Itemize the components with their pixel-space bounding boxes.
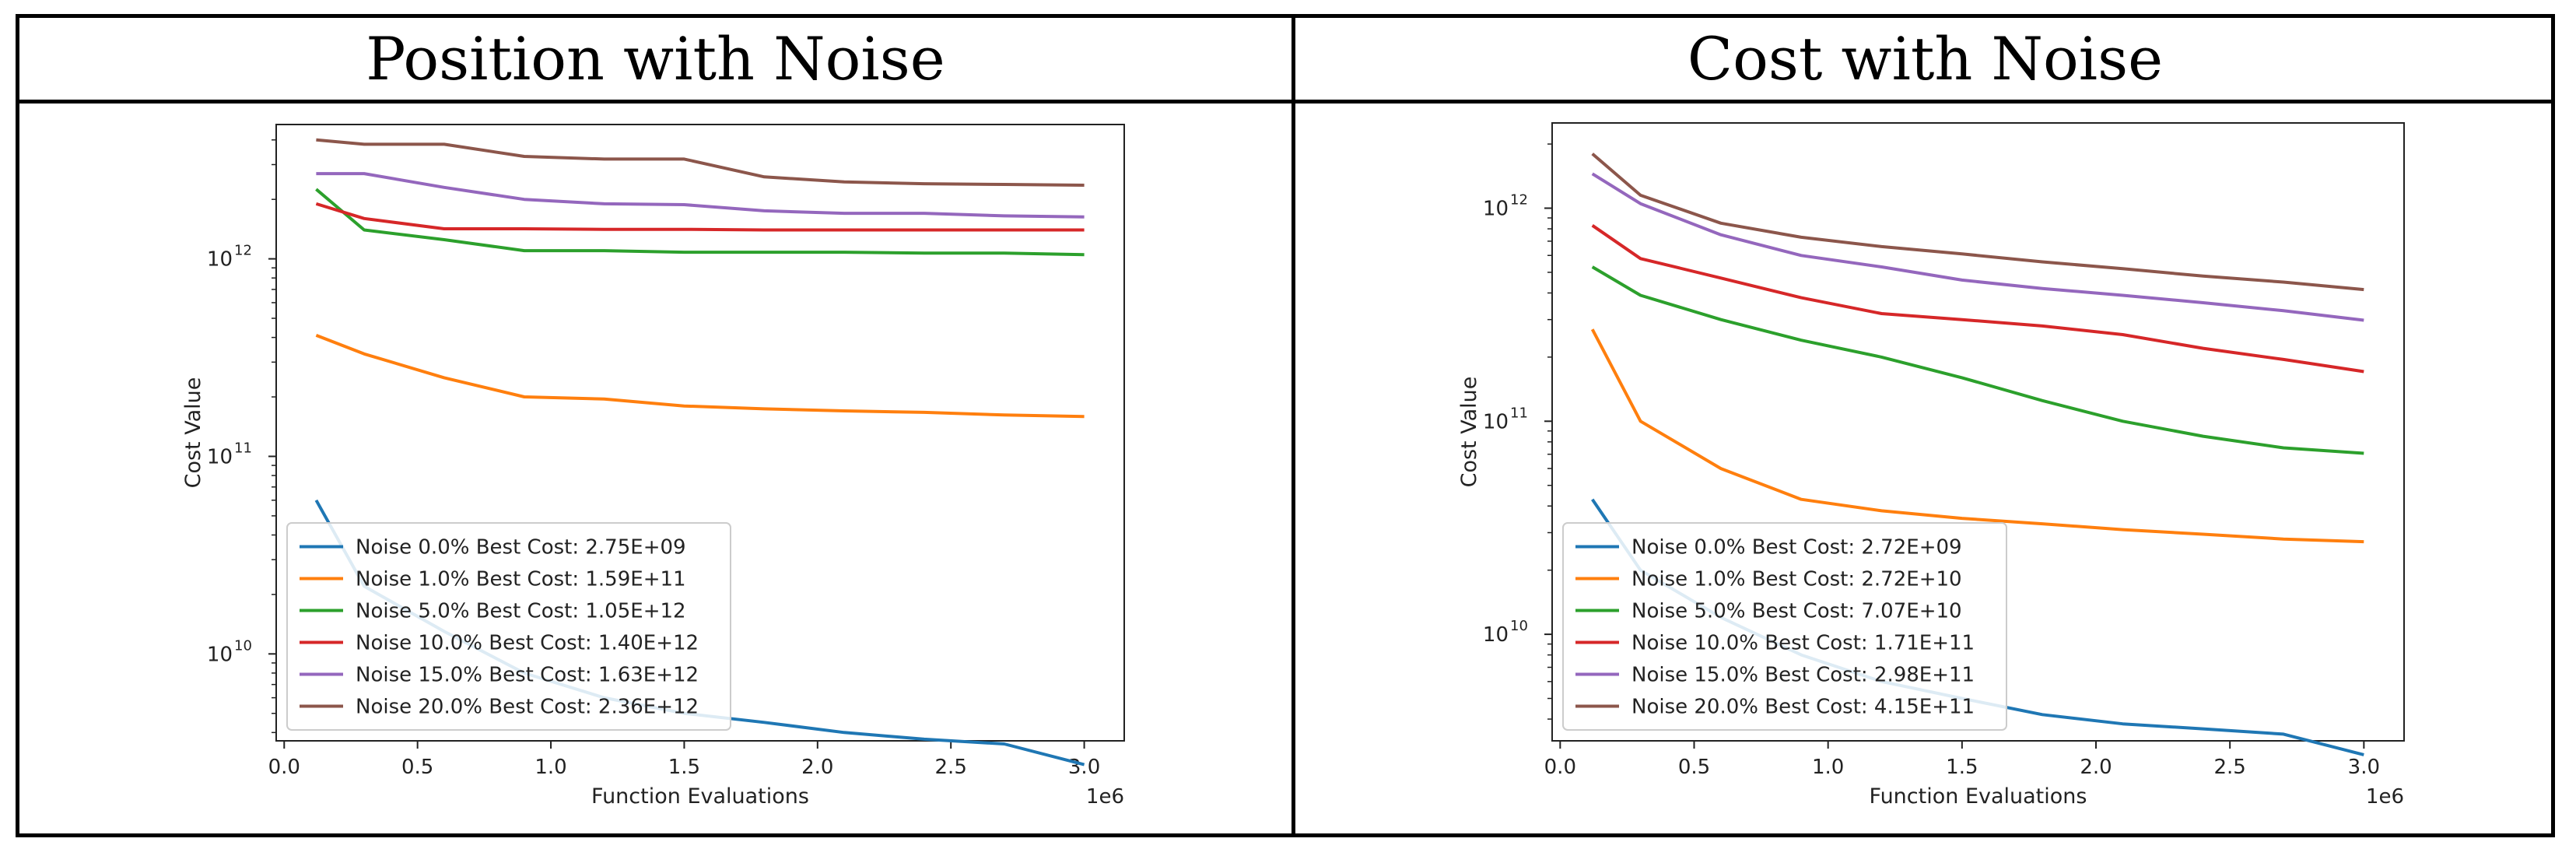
legend-entry: Noise 15.0% Best Cost: 2.98E+11: [1631, 664, 1975, 687]
x-tick-label: 0.5: [1678, 756, 1710, 779]
x-tick-label: 0.5: [401, 756, 433, 779]
legend-entry: Noise 1.0% Best Cost: 1.59E+11: [356, 568, 686, 591]
panel-title-left: Position with Noise: [366, 24, 945, 93]
x-axis-label: Function Evaluations: [1870, 784, 2087, 809]
plot-area: [1551, 122, 2405, 742]
panel-divider-vertical: [1292, 18, 1295, 833]
x-axis-label: Function Evaluations: [591, 784, 809, 809]
y-tick-exponent: 10: [1510, 618, 1528, 634]
y-tick-exponent: 12: [234, 243, 252, 259]
legend-entry: Noise 5.0% Best Cost: 1.05E+12: [356, 600, 686, 623]
legend-entry: Noise 10.0% Best Cost: 1.40E+12: [356, 632, 699, 655]
y-tick-label: 10: [207, 248, 233, 272]
y-tick-label: 10: [1483, 198, 1509, 221]
y-tick-exponent: 11: [234, 440, 252, 456]
series-line-4: [316, 172, 1085, 219]
legend-entry: Noise 15.0% Best Cost: 1.63E+12: [356, 664, 699, 687]
y-axis-label: Cost Value: [1457, 377, 1481, 488]
legend-box: [1562, 522, 2007, 731]
panel-title-right: Cost with Noise: [1687, 24, 2164, 93]
series-line-1: [1590, 328, 2364, 544]
y-tick-label: 10: [207, 445, 233, 468]
x-tick-label: 1.0: [534, 756, 566, 779]
x-tick-label: 0.0: [1544, 756, 1576, 779]
series-line-4: [1591, 172, 2364, 322]
x-tick-label: 2.0: [801, 756, 833, 779]
y-axis-label: Cost Value: [181, 377, 205, 489]
x-tick-label: 1.5: [668, 756, 700, 779]
panel-divider-horizontal: [19, 100, 2551, 103]
series-line-5: [316, 138, 1085, 187]
x-tick-label: 1.0: [1812, 756, 1844, 779]
legend-box: [286, 522, 731, 731]
legend-entry: Noise 0.0% Best Cost: 2.75E+09: [356, 536, 686, 560]
legend-entry: Noise 20.0% Best Cost: 4.15E+11: [1631, 696, 1975, 719]
y-tick-exponent: 10: [234, 637, 252, 654]
legend-entry: Noise 1.0% Best Cost: 2.72E+10: [1631, 568, 1962, 591]
y-tick-label: 10: [207, 643, 233, 666]
plot-area: [275, 124, 1125, 742]
x-tick-label: 0.0: [268, 756, 300, 779]
series-line-2: [1591, 265, 2364, 455]
y-tick-exponent: 12: [1510, 192, 1528, 209]
y-tick-label: 10: [1483, 410, 1509, 433]
x-tick-label: 2.0: [2080, 756, 2112, 779]
figure-frame: Position with Noise Cost with Noise: [16, 14, 2555, 837]
series-line-3: [315, 202, 1085, 232]
series-line-3: [1591, 224, 2364, 374]
legend-entry: Noise 5.0% Best Cost: 7.07E+10: [1631, 600, 1962, 623]
x-tick-label: 2.5: [2213, 756, 2245, 779]
x-tick-label: 1.5: [1946, 756, 1978, 779]
x-axis-multiplier: 1e6: [2366, 785, 2404, 809]
x-tick-label: 3.0: [1068, 756, 1100, 779]
series-line-2: [315, 188, 1085, 257]
series-line-5: [1591, 153, 2364, 292]
y-tick-exponent: 11: [1510, 405, 1528, 421]
legend-entry: Noise 20.0% Best Cost: 2.36E+12: [356, 696, 699, 719]
series-line-1: [315, 334, 1085, 419]
x-tick-label: 3.0: [2348, 756, 2380, 779]
x-axis-multiplier: 1e6: [1086, 785, 1124, 809]
y-tick-label: 10: [1483, 623, 1509, 647]
legend-entry: Noise 0.0% Best Cost: 2.72E+09: [1631, 536, 1962, 560]
legend-entry: Noise 10.0% Best Cost: 1.71E+11: [1631, 632, 1975, 655]
x-tick-label: 2.5: [935, 756, 967, 779]
